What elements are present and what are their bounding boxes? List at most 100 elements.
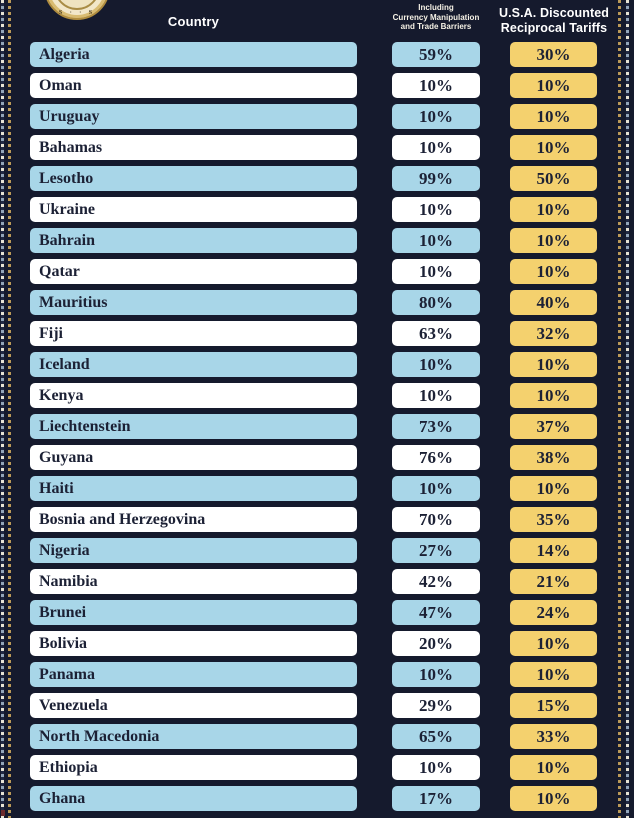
country-cell: Algeria: [30, 42, 357, 67]
tariff-discounted-cell: 10%: [510, 476, 597, 501]
country-cell: Bosnia and Herzegovina: [30, 507, 357, 532]
country-cell: Ethiopia: [30, 755, 357, 780]
tariff-charged-cell: 29%: [392, 693, 480, 718]
discounted-header-line-2: Reciprocal Tariffs: [500, 20, 608, 35]
column-header-country: Country: [167, 14, 220, 29]
tariff-charged-cell: 42%: [392, 569, 480, 594]
country-cell: Bahrain: [30, 228, 357, 253]
tariff-discounted-cell: 30%: [510, 42, 597, 67]
country-cell: Liechtenstein: [30, 414, 357, 439]
column-header-tariffs-charged: Including Currency Manipulation and Trad…: [376, 3, 496, 32]
table-row: Guyana 76% 38%: [0, 445, 634, 470]
tariff-charged-cell: 10%: [392, 228, 480, 253]
country-cell: Bolivia: [30, 631, 357, 656]
tariff-charged-cell: 10%: [392, 476, 480, 501]
tariff-discounted-cell: 35%: [510, 507, 597, 532]
charged-header-line-2: Currency Manipulation: [392, 12, 480, 22]
country-cell: Ghana: [30, 786, 357, 811]
tariff-discounted-cell: 38%: [510, 445, 597, 470]
table-row: Bahamas 10% 10%: [0, 135, 634, 160]
tariff-discounted-cell: 50%: [510, 166, 597, 191]
table-row: Bosnia and Herzegovina 70% 35%: [0, 507, 634, 532]
tariff-discounted-cell: 32%: [510, 321, 597, 346]
tariff-discounted-cell: 10%: [510, 662, 597, 687]
table-row: Lesotho 99% 50%: [0, 166, 634, 191]
table-row: Nigeria 27% 14%: [0, 538, 634, 563]
table-row: Haiti 10% 10%: [0, 476, 634, 501]
tariff-discounted-cell: 10%: [510, 104, 597, 129]
left-outer-dotted-border: [1, 0, 4, 818]
country-cell: Iceland: [30, 352, 357, 377]
table-row: Iceland 10% 10%: [0, 352, 634, 377]
tariff-charged-cell: 10%: [392, 352, 480, 377]
table-row: Namibia 42% 21%: [0, 569, 634, 594]
tariff-discounted-cell: 10%: [510, 352, 597, 377]
charged-header-line-3: and Trade Barriers: [400, 22, 472, 31]
country-cell: Bahamas: [30, 135, 357, 160]
table-row: Qatar 10% 10%: [0, 259, 634, 284]
tariff-discounted-cell: 10%: [510, 383, 597, 408]
tariff-charged-cell: 10%: [392, 259, 480, 284]
tariff-charged-cell: 10%: [392, 104, 480, 129]
tariff-discounted-cell: 40%: [510, 290, 597, 315]
country-cell: Uruguay: [30, 104, 357, 129]
table-row: Panama 10% 10%: [0, 662, 634, 687]
tariff-discounted-cell: 10%: [510, 135, 597, 160]
country-cell: Kenya: [30, 383, 357, 408]
tariff-charged-cell: 10%: [392, 73, 480, 98]
country-cell: Namibia: [30, 569, 357, 594]
tariff-charged-cell: 10%: [392, 135, 480, 160]
tariff-charged-cell: 59%: [392, 42, 480, 67]
tariff-discounted-cell: 37%: [510, 414, 597, 439]
tariff-charged-cell: 20%: [392, 631, 480, 656]
seal-arc-text: S · · S: [58, 10, 96, 16]
table-row: Bolivia 20% 10%: [0, 631, 634, 656]
discounted-header-line-1: U.S.A. Discounted: [498, 6, 610, 20]
tariff-charged-cell: 47%: [392, 600, 480, 625]
tariff-charged-cell: 17%: [392, 786, 480, 811]
country-cell: Panama: [30, 662, 357, 687]
country-cell: Haiti: [30, 476, 357, 501]
left-inner-dotted-border: [8, 0, 11, 818]
table-row: Algeria 59% 30%: [0, 42, 634, 67]
country-cell: Mauritius: [30, 290, 357, 315]
table-row: Ghana 17% 10%: [0, 786, 634, 811]
tariff-charged-cell: 73%: [392, 414, 480, 439]
tariff-discounted-cell: 10%: [510, 259, 597, 284]
country-cell: Guyana: [30, 445, 357, 470]
table-row: Fiji 63% 32%: [0, 321, 634, 346]
table-row: Uruguay 10% 10%: [0, 104, 634, 129]
country-cell: Venezuela: [30, 693, 357, 718]
country-cell: Fiji: [30, 321, 357, 346]
table-row: Kenya 10% 10%: [0, 383, 634, 408]
table-body: Algeria 59% 30% Oman 10% 10% Uruguay 10% 10% Baha…: [0, 42, 634, 811]
tariff-charged-cell: 76%: [392, 445, 480, 470]
table-row: Ukraine 10% 10%: [0, 197, 634, 222]
country-cell: Qatar: [30, 259, 357, 284]
tariff-discounted-cell: 10%: [510, 228, 597, 253]
country-cell: Ukraine: [30, 197, 357, 222]
tariff-discounted-cell: 10%: [510, 786, 597, 811]
tariff-discounted-cell: 15%: [510, 693, 597, 718]
tariff-discounted-cell: 10%: [510, 73, 597, 98]
tariff-charged-cell: 80%: [392, 290, 480, 315]
tariff-charged-cell: 99%: [392, 166, 480, 191]
tariff-charged-cell: 10%: [392, 662, 480, 687]
right-outer-dotted-border: [626, 0, 629, 818]
tariff-charged-cell: 10%: [392, 197, 480, 222]
country-cell: Oman: [30, 73, 357, 98]
table-row: Mauritius 80% 40%: [0, 290, 634, 315]
tariff-charged-cell: 10%: [392, 383, 480, 408]
tariff-discounted-cell: 21%: [510, 569, 597, 594]
country-cell: Nigeria: [30, 538, 357, 563]
table-row: Liechtenstein 73% 37%: [0, 414, 634, 439]
presidential-seal-icon: S · · S: [44, 0, 110, 20]
table-row: Brunei 47% 24%: [0, 600, 634, 625]
table-row: Venezuela 29% 15%: [0, 693, 634, 718]
tariff-discounted-cell: 10%: [510, 755, 597, 780]
column-header-discounted-tariffs: U.S.A. Discounted Reciprocal Tariffs: [494, 6, 614, 35]
table-row: Bahrain 10% 10%: [0, 228, 634, 253]
country-cell: Lesotho: [30, 166, 357, 191]
table-row: Oman 10% 10%: [0, 73, 634, 98]
